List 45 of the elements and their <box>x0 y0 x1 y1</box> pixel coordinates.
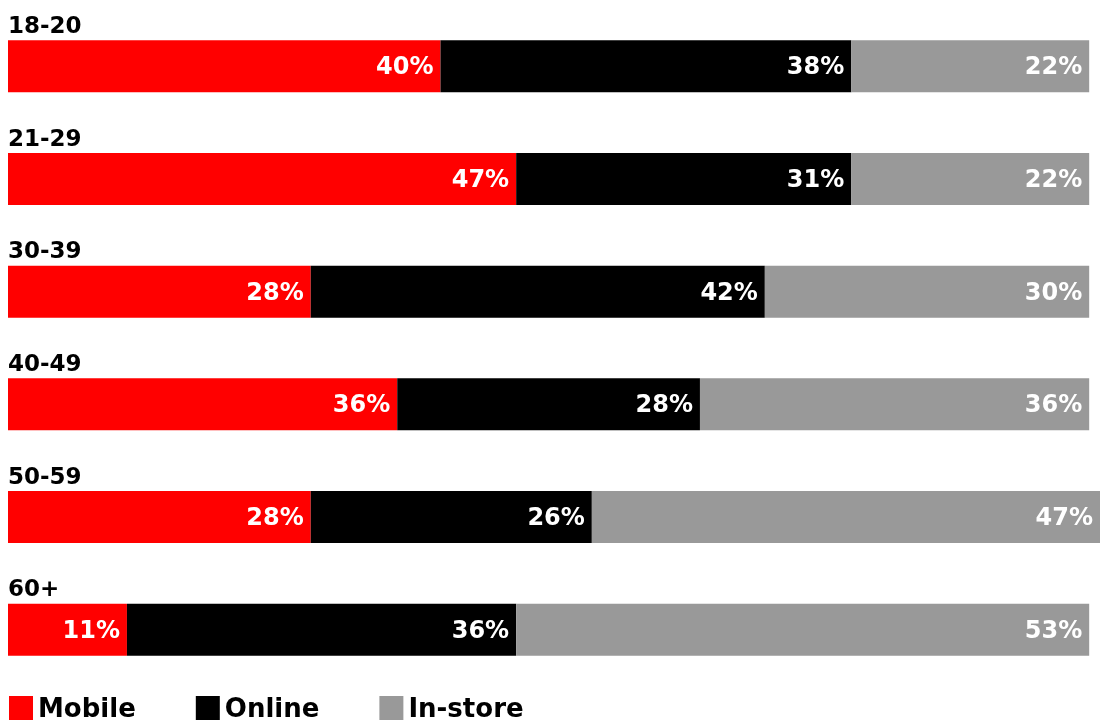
data-label: 47% <box>1035 503 1093 531</box>
data-label: 42% <box>700 277 758 306</box>
legend-label: In-store <box>408 693 524 723</box>
data-label: 31% <box>786 165 845 193</box>
data-label: 22% <box>1024 165 1083 193</box>
bar <box>8 265 311 318</box>
bar <box>126 603 517 656</box>
bar <box>516 603 1090 656</box>
data-label: 22% <box>1024 52 1083 81</box>
bar <box>310 491 592 543</box>
data-label: 36% <box>332 390 391 419</box>
y-tick-label: 30-39 <box>8 237 82 264</box>
y-tick-label: 60+ <box>8 575 60 602</box>
data-label: 38% <box>786 52 845 81</box>
bar <box>851 153 1090 205</box>
bar <box>8 603 127 656</box>
data-label: 40% <box>376 52 434 81</box>
data-label: 53% <box>1024 615 1083 644</box>
data-label: 11% <box>62 615 120 644</box>
data-label: 26% <box>527 503 585 531</box>
data-label: 28% <box>635 390 693 419</box>
data-label: 30% <box>1024 277 1083 306</box>
legend-label: Online <box>224 693 320 723</box>
data-label: 36% <box>1024 390 1083 419</box>
bar <box>440 40 852 93</box>
data-label: 28% <box>246 277 304 306</box>
bar <box>8 491 311 543</box>
bar <box>397 378 700 431</box>
bar <box>8 153 517 205</box>
data-label: 36% <box>451 615 510 644</box>
bar <box>516 153 852 205</box>
y-tick-label: 40-49 <box>8 349 82 376</box>
data-label: 28% <box>246 503 304 531</box>
y-tick-label: 50-59 <box>8 462 82 489</box>
bar <box>764 265 1090 318</box>
data-label: 47% <box>451 165 510 193</box>
bar <box>8 40 441 93</box>
bar <box>591 491 1100 543</box>
bar <box>851 40 1090 93</box>
bar <box>8 378 398 431</box>
bar <box>699 378 1090 431</box>
y-tick-label: 18-20 <box>8 11 82 38</box>
legend-label: Mobile <box>38 693 136 723</box>
y-tick-label: 21-29 <box>8 124 82 151</box>
bar <box>310 265 765 318</box>
